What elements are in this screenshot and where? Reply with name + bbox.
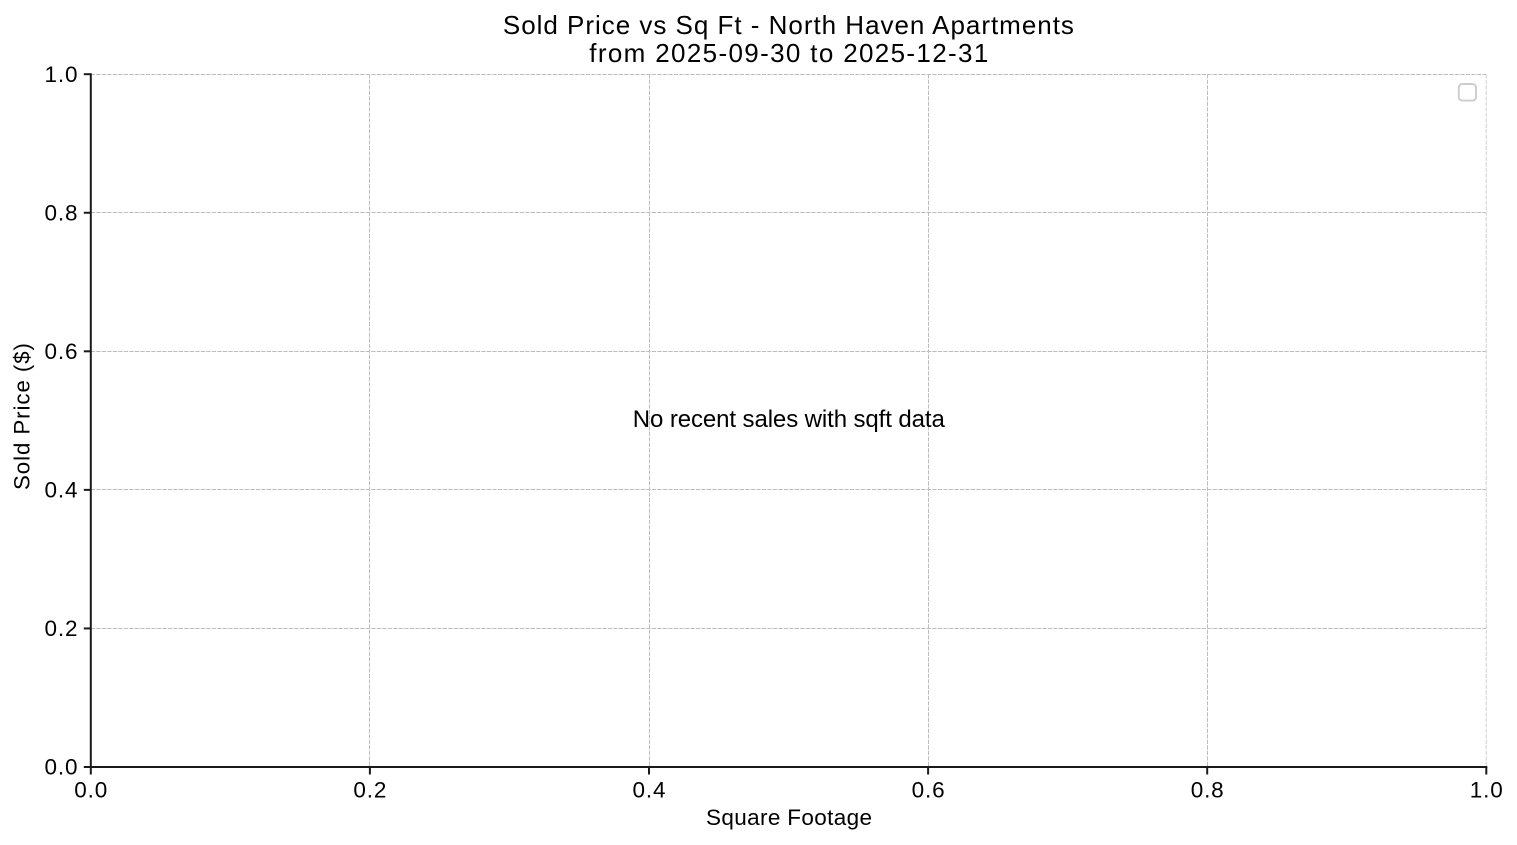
svg-text:0.4: 0.4 [633, 778, 666, 803]
svg-text:0.2: 0.2 [45, 616, 78, 641]
svg-text:0.8: 0.8 [1191, 778, 1224, 803]
svg-text:0.6: 0.6 [45, 339, 78, 364]
svg-text:1.0: 1.0 [45, 62, 78, 87]
svg-text:Sold Price ($): Sold Price ($) [10, 343, 35, 490]
svg-text:0.6: 0.6 [912, 778, 945, 803]
svg-text:0.0: 0.0 [45, 755, 78, 780]
svg-text:Square Footage: Square Footage [706, 805, 872, 830]
svg-text:Sold Price vs Sq Ft - North Ha: Sold Price vs Sq Ft - North Haven Apartm… [503, 10, 1074, 40]
svg-text:0.4: 0.4 [45, 478, 78, 503]
svg-text:No recent sales with sqft data: No recent sales with sqft data [633, 406, 946, 433]
svg-text:1.0: 1.0 [1470, 778, 1503, 803]
svg-text:0.0: 0.0 [74, 778, 107, 803]
svg-text:from 2025-09-30 to 2025-12-31: from 2025-09-30 to 2025-12-31 [589, 38, 988, 68]
svg-text:0.2: 0.2 [353, 778, 386, 803]
svg-text:0.8: 0.8 [45, 200, 78, 225]
